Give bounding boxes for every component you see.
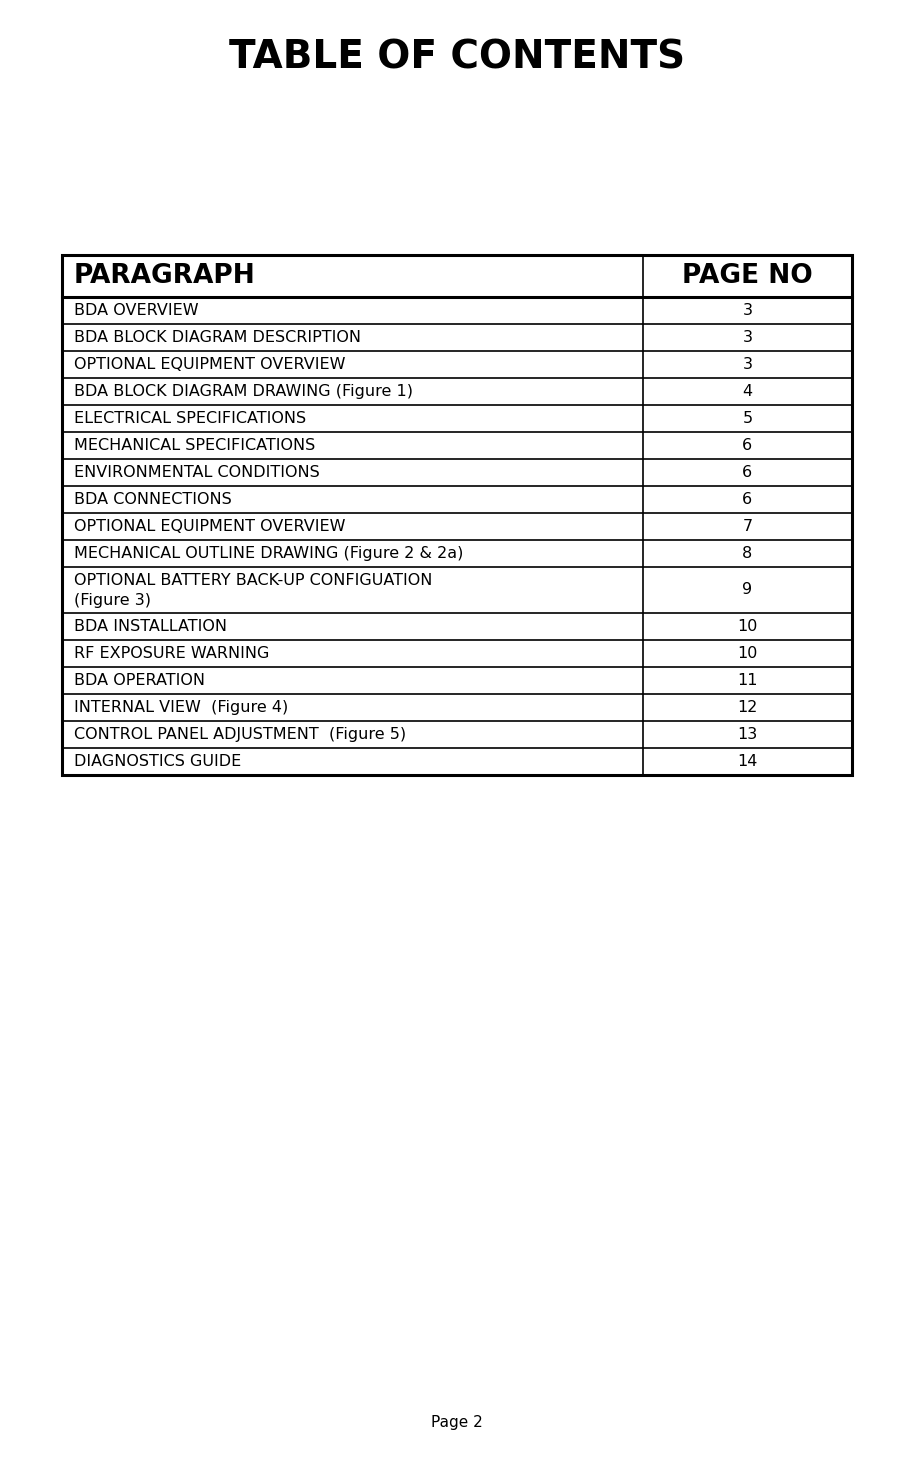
Text: OPTIONAL EQUIPMENT OVERVIEW: OPTIONAL EQUIPMENT OVERVIEW	[74, 520, 345, 534]
Text: ENVIRONMENTAL CONDITIONS: ENVIRONMENTAL CONDITIONS	[74, 466, 320, 480]
Text: 10: 10	[737, 619, 758, 634]
Text: BDA CONNECTIONS: BDA CONNECTIONS	[74, 492, 232, 507]
Text: 3: 3	[742, 357, 752, 372]
Bar	[62, 255, 852, 774]
Text: 3: 3	[742, 329, 752, 346]
Text: TABLE OF CONTENTS: TABLE OF CONTENTS	[228, 38, 686, 76]
Text: Page 2: Page 2	[431, 1414, 483, 1429]
Text: CONTROL PANEL ADJUSTMENT  (Figure 5): CONTROL PANEL ADJUSTMENT (Figure 5)	[74, 728, 406, 742]
Text: BDA INSTALLATION: BDA INSTALLATION	[74, 619, 227, 634]
Text: DIAGNOSTICS GUIDE: DIAGNOSTICS GUIDE	[74, 754, 241, 769]
Text: BDA BLOCK DIAGRAM DRAWING (Figure 1): BDA BLOCK DIAGRAM DRAWING (Figure 1)	[74, 384, 413, 400]
Text: 7: 7	[742, 520, 752, 534]
Text: BDA BLOCK DIAGRAM DESCRIPTION: BDA BLOCK DIAGRAM DESCRIPTION	[74, 329, 361, 346]
Text: RF EXPOSURE WARNING: RF EXPOSURE WARNING	[74, 646, 270, 662]
Text: 10: 10	[737, 646, 758, 662]
Text: ELECTRICAL SPECIFICATIONS: ELECTRICAL SPECIFICATIONS	[74, 411, 306, 426]
Text: INTERNAL VIEW  (Figure 4): INTERNAL VIEW (Figure 4)	[74, 700, 288, 714]
Text: BDA OPERATION: BDA OPERATION	[74, 673, 205, 688]
Text: BDA OVERVIEW: BDA OVERVIEW	[74, 303, 198, 318]
Text: 13: 13	[738, 728, 758, 742]
Text: 6: 6	[742, 438, 752, 452]
Text: 14: 14	[737, 754, 758, 769]
Text: 6: 6	[742, 492, 752, 507]
Text: 9: 9	[742, 583, 752, 597]
Text: MECHANICAL SPECIFICATIONS: MECHANICAL SPECIFICATIONS	[74, 438, 315, 452]
Text: OPTIONAL BATTERY BACK-UP CONFIGUATION: OPTIONAL BATTERY BACK-UP CONFIGUATION	[74, 574, 432, 589]
Text: OPTIONAL EQUIPMENT OVERVIEW: OPTIONAL EQUIPMENT OVERVIEW	[74, 357, 345, 372]
Text: 5: 5	[742, 411, 752, 426]
Text: 3: 3	[742, 303, 752, 318]
Text: 11: 11	[737, 673, 758, 688]
Text: PARAGRAPH: PARAGRAPH	[74, 264, 256, 288]
Text: 12: 12	[737, 700, 758, 714]
Text: MECHANICAL OUTLINE DRAWING (Figure 2 & 2a): MECHANICAL OUTLINE DRAWING (Figure 2 & 2…	[74, 546, 463, 561]
Text: 4: 4	[742, 384, 752, 400]
Text: PAGE NO: PAGE NO	[682, 264, 813, 288]
Text: (Figure 3): (Figure 3)	[74, 593, 151, 608]
Text: 8: 8	[742, 546, 752, 561]
Text: 6: 6	[742, 466, 752, 480]
